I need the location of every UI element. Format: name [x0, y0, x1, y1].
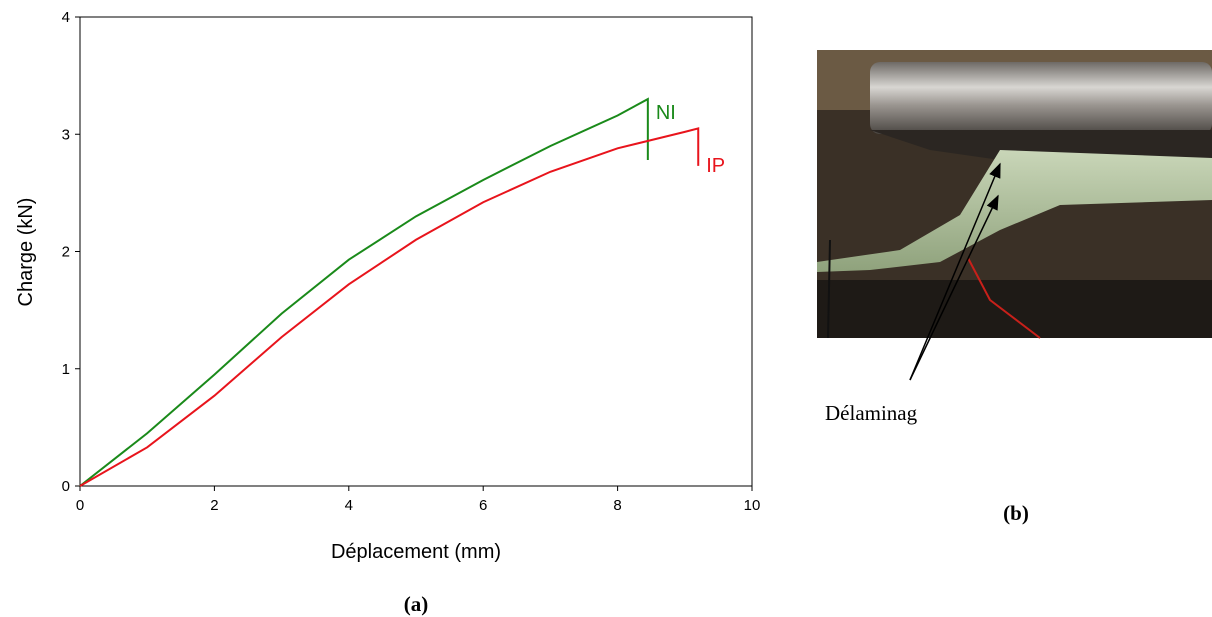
series-label: IP — [706, 155, 725, 177]
line-series — [79, 127, 700, 487]
arrow — [909, 162, 1001, 381]
x-tick-label: 10 — [744, 497, 761, 514]
y-tick-label: 1 — [62, 361, 70, 378]
y-tick-label: 0 — [62, 478, 70, 495]
x-tick-label: 6 — [479, 497, 487, 514]
x-tick-label: 0 — [76, 497, 84, 514]
caption: (a) — [404, 592, 429, 616]
y-tick-label: 2 — [62, 244, 70, 261]
arrow — [909, 194, 999, 381]
annotation: Délaminag — [825, 401, 918, 425]
y-tick-label: 4 — [62, 9, 70, 26]
caption: (b) — [1003, 501, 1029, 525]
x-axis-title: Déplacement (mm) — [331, 541, 501, 563]
x-tick-label: 8 — [613, 497, 621, 514]
y-axis-title: Charge (kN) — [15, 198, 37, 307]
photo — [817, 50, 1212, 339]
plot-frame — [79, 16, 753, 487]
series-label: NI — [656, 102, 676, 124]
line-series — [79, 97, 649, 487]
y-tick-label: 3 — [62, 126, 70, 143]
x-tick-label: 4 — [345, 497, 353, 514]
x-tick-label: 2 — [210, 497, 218, 514]
